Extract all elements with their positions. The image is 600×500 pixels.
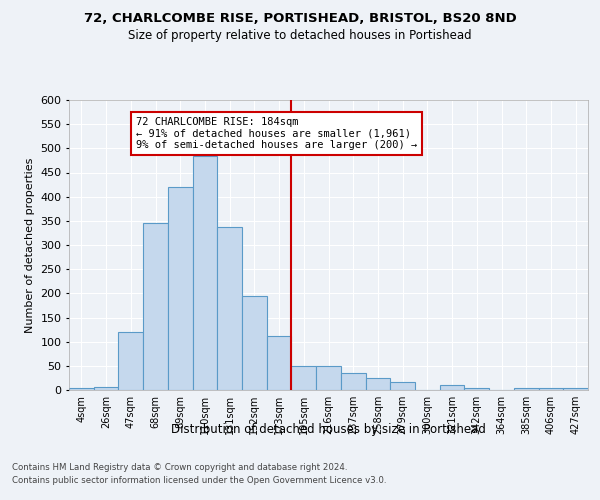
- Bar: [69, 388, 94, 390]
- Bar: [539, 388, 563, 390]
- Bar: [242, 296, 267, 390]
- Bar: [316, 366, 341, 390]
- Bar: [94, 386, 118, 390]
- Bar: [193, 156, 217, 390]
- Text: 72 CHARLCOMBE RISE: 184sqm
← 91% of detached houses are smaller (1,961)
9% of se: 72 CHARLCOMBE RISE: 184sqm ← 91% of deta…: [136, 117, 417, 150]
- Bar: [267, 336, 292, 390]
- Bar: [217, 226, 242, 390]
- Bar: [168, 187, 193, 390]
- Text: Contains public sector information licensed under the Open Government Licence v3: Contains public sector information licen…: [12, 476, 386, 485]
- Bar: [143, 223, 168, 390]
- Bar: [464, 388, 489, 390]
- Text: Contains HM Land Registry data © Crown copyright and database right 2024.: Contains HM Land Registry data © Crown c…: [12, 462, 347, 471]
- Bar: [365, 378, 390, 390]
- Bar: [390, 382, 415, 390]
- Y-axis label: Number of detached properties: Number of detached properties: [25, 158, 35, 332]
- Text: Size of property relative to detached houses in Portishead: Size of property relative to detached ho…: [128, 29, 472, 42]
- Bar: [440, 385, 464, 390]
- Text: Distribution of detached houses by size in Portishead: Distribution of detached houses by size …: [172, 422, 486, 436]
- Bar: [563, 388, 588, 390]
- Bar: [341, 373, 365, 390]
- Bar: [118, 332, 143, 390]
- Bar: [514, 388, 539, 390]
- Text: 72, CHARLCOMBE RISE, PORTISHEAD, BRISTOL, BS20 8ND: 72, CHARLCOMBE RISE, PORTISHEAD, BRISTOL…: [83, 12, 517, 26]
- Bar: [292, 366, 316, 390]
